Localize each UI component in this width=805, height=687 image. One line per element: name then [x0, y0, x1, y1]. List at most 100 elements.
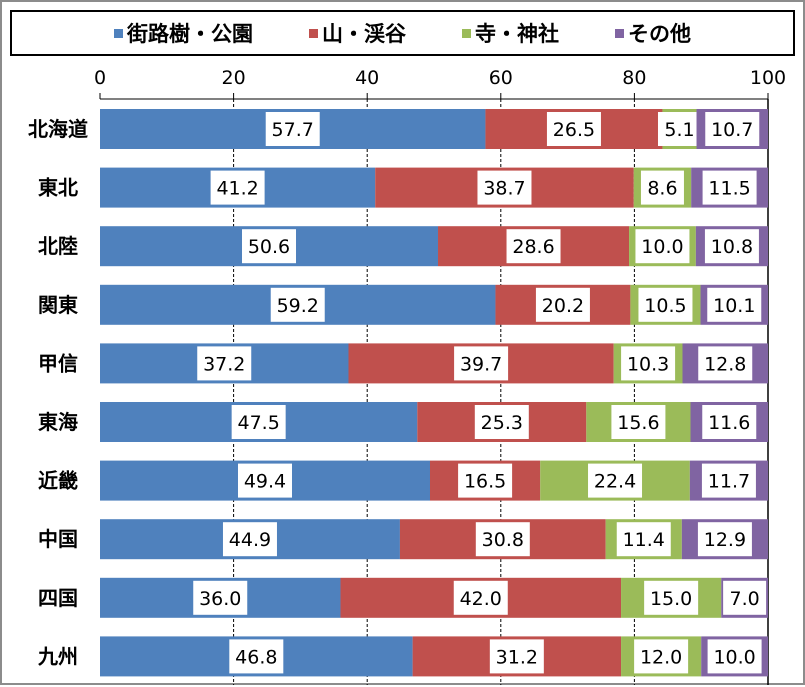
legend-swatch [462, 28, 471, 38]
data-label-box [474, 405, 529, 439]
data-label: 7.0 [730, 588, 760, 610]
legend-label: 寺・神社 [475, 22, 559, 46]
data-label: 38.7 [483, 178, 525, 200]
x-tick-label: 40 [355, 67, 379, 89]
data-label: 41.2 [216, 178, 258, 200]
legend-label: 山・渓谷 [322, 22, 406, 46]
data-label-box [588, 463, 643, 498]
data-label-box [453, 580, 508, 615]
data-label-box [193, 580, 248, 615]
data-label: 11.6 [708, 412, 750, 434]
data-label: 8.6 [647, 178, 677, 200]
data-label: 31.2 [496, 646, 538, 668]
category-label: 北陸 [38, 234, 78, 258]
category-label: 中国 [38, 527, 78, 551]
data-label: 11.4 [623, 529, 665, 551]
data-label-box [237, 463, 292, 498]
data-label: 49.4 [244, 471, 286, 493]
data-label-box [657, 112, 701, 146]
data-label-box [723, 580, 767, 615]
data-label: 16.5 [464, 471, 506, 493]
data-label-box [506, 229, 561, 264]
data-label: 36.0 [199, 588, 241, 610]
data-label-box [535, 287, 590, 322]
data-label-box [705, 112, 760, 146]
data-label-box [454, 346, 509, 381]
legend-item: 山・渓谷 [309, 18, 406, 48]
category-label: 北海道 [28, 117, 88, 141]
data-label-box [210, 170, 265, 205]
data-label: 10.8 [711, 236, 753, 258]
data-label-box [635, 229, 690, 264]
data-label: 11.5 [708, 178, 750, 200]
x-tick-label: 20 [222, 67, 246, 89]
data-label-box [222, 522, 277, 557]
category-label: 東海 [38, 410, 78, 434]
data-label-box [701, 463, 756, 498]
x-tick-label: 80 [622, 67, 646, 89]
data-label: 59.2 [277, 295, 319, 317]
data-label-box [229, 639, 284, 674]
category-label: 甲信 [38, 351, 78, 375]
data-label: 57.7 [272, 119, 314, 141]
legend-label: 街路樹・公園 [127, 22, 253, 46]
data-label: 44.9 [229, 529, 271, 551]
data-label-box [231, 405, 286, 439]
data-label-box [697, 522, 752, 557]
data-label-box [270, 287, 325, 322]
category-label: 四国 [38, 586, 78, 610]
legend-item: 街路樹・公園 [114, 18, 253, 48]
legend-label: その他 [628, 22, 691, 46]
data-label: 30.8 [482, 529, 524, 551]
category-label: 関東 [38, 293, 78, 317]
legend-item: 寺・神社 [462, 18, 559, 48]
x-tick-label: 60 [489, 67, 513, 89]
data-label: 46.8 [235, 646, 277, 668]
category-label: 東北 [38, 176, 78, 200]
x-tick-label: 100 [750, 67, 786, 89]
data-label: 10.3 [627, 353, 669, 375]
data-label-box [265, 112, 320, 146]
data-label-box [489, 639, 544, 674]
data-label: 28.6 [512, 236, 554, 258]
data-label-box [707, 639, 762, 674]
x-tick-label: 0 [94, 67, 106, 89]
data-label: 10.0 [641, 236, 683, 258]
data-label: 20.2 [542, 295, 584, 317]
data-label: 37.2 [203, 353, 245, 375]
data-label-box [477, 170, 532, 205]
data-label: 39.7 [460, 353, 502, 375]
data-label-box [640, 170, 684, 205]
data-label-box [634, 639, 689, 674]
data-label: 12.8 [704, 353, 746, 375]
data-label-box [638, 287, 693, 322]
data-label: 10.1 [713, 295, 755, 317]
data-label-box [698, 346, 753, 381]
data-label: 11.7 [708, 471, 750, 493]
data-label: 12.0 [640, 646, 682, 668]
data-label-box [704, 229, 759, 264]
data-label-box [707, 287, 762, 322]
data-label: 25.3 [481, 412, 523, 434]
data-label: 10.0 [713, 646, 755, 668]
data-label: 26.5 [553, 119, 595, 141]
data-label: 22.4 [594, 471, 636, 493]
data-label-box [616, 522, 671, 557]
data-label-box [702, 170, 757, 205]
data-label-box [546, 112, 601, 146]
data-label: 10.5 [644, 295, 686, 317]
category-label: 九州 [37, 644, 78, 668]
data-label: 10.7 [711, 119, 753, 141]
data-label-box [458, 463, 513, 498]
legend-swatch [114, 28, 123, 38]
data-label: 47.5 [237, 412, 279, 434]
data-label-box [197, 346, 252, 381]
data-label-box [242, 229, 297, 264]
data-label: 15.0 [650, 588, 692, 610]
data-label-box [644, 580, 699, 615]
data-label: 50.6 [248, 236, 290, 258]
data-label-box [621, 346, 676, 381]
legend-item: その他 [615, 18, 691, 48]
data-label: 15.6 [617, 412, 659, 434]
data-label-box [611, 405, 666, 439]
